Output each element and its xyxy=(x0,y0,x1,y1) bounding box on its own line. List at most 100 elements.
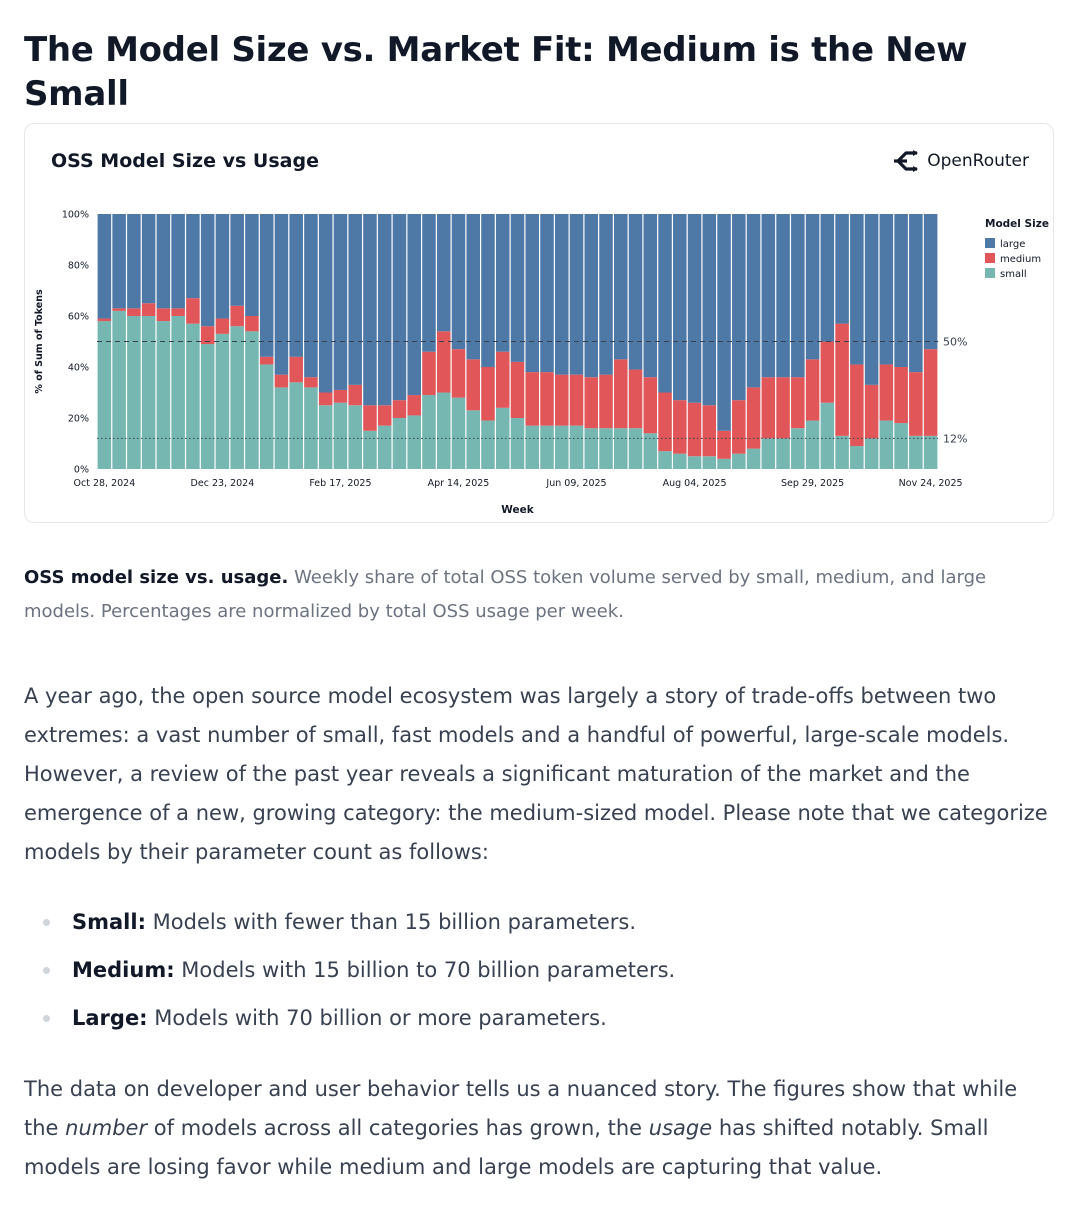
bar-medium xyxy=(879,364,894,421)
bar-medium xyxy=(510,361,525,418)
bar-medium xyxy=(318,392,333,406)
bar-large xyxy=(643,214,658,378)
bar-large xyxy=(850,214,864,365)
bullet-label: Large: xyxy=(72,1006,148,1030)
bullet-dot xyxy=(43,1015,50,1022)
x-axis-label: Week xyxy=(501,504,534,516)
bar-large xyxy=(481,214,495,367)
bar-medium xyxy=(864,384,879,439)
legend-label-medium: medium xyxy=(1000,254,1041,265)
bar-large xyxy=(274,214,289,375)
bar-medium xyxy=(200,326,215,345)
x-tick-label: Feb 17, 2025 xyxy=(309,478,371,489)
bar-medium xyxy=(909,372,923,436)
stacked-bar-chart: 50% 12% 0% 20% 40% 60% 80% 100% Oct 28, 2024 Dec … xyxy=(34,210,1049,517)
bar-large xyxy=(835,214,849,324)
bar-large xyxy=(658,214,672,393)
x-tick-label: Aug 04, 2025 xyxy=(663,478,727,489)
bar-small xyxy=(820,402,835,469)
bar-medium xyxy=(451,349,466,398)
bar-large xyxy=(422,214,436,352)
bar-medium xyxy=(363,405,377,431)
bar-small xyxy=(599,428,613,469)
bar-large xyxy=(127,214,141,309)
bar-large xyxy=(746,214,761,388)
chart-title: OSS Model Size vs Usage xyxy=(51,150,319,172)
openrouter-brand[interactable]: OpenRouter xyxy=(893,150,1029,172)
bar-small xyxy=(909,435,923,469)
paragraph-text: The data on developer and user behavior … xyxy=(24,1077,1018,1140)
bar-small xyxy=(761,438,776,469)
bullet-text: Models with 15 billion to 70 billion par… xyxy=(174,958,676,982)
bar-small xyxy=(112,310,126,469)
bar-medium xyxy=(245,316,259,332)
bar-large xyxy=(702,214,717,406)
bar-large xyxy=(156,214,171,309)
bar-small xyxy=(156,321,171,469)
bar-large xyxy=(304,214,318,378)
bar-medium xyxy=(289,356,303,383)
bar-large xyxy=(540,214,554,373)
bar-medium xyxy=(436,331,451,393)
bar-small xyxy=(436,392,451,469)
bar-medium xyxy=(112,308,126,311)
bar-large xyxy=(363,214,377,406)
bar-large xyxy=(112,214,126,309)
list-item-small: Small: Models with fewer than 15 billion… xyxy=(24,901,1054,949)
legend-label-small: small xyxy=(1000,269,1027,280)
bar-medium xyxy=(230,305,244,327)
bar-small xyxy=(923,435,938,469)
bar-small xyxy=(215,333,230,469)
y-tick-label: 20% xyxy=(68,414,89,425)
bar-small xyxy=(97,321,112,469)
bar-large xyxy=(510,214,525,362)
openrouter-logo-icon xyxy=(894,150,919,172)
bar-large xyxy=(466,214,481,360)
bar-large xyxy=(584,214,599,378)
bar-large xyxy=(687,214,702,403)
bar-small xyxy=(377,425,392,469)
caption-bold: OSS model size vs. usage. xyxy=(24,567,289,588)
bar-small xyxy=(333,402,348,469)
bar-medium xyxy=(481,367,495,421)
bar-small xyxy=(289,382,303,469)
bar-medium xyxy=(732,400,746,454)
bar-large xyxy=(894,214,908,367)
bar-small xyxy=(614,428,628,469)
list-item-medium: Medium: Models with 15 billion to 70 bil… xyxy=(24,949,1054,997)
bar-small xyxy=(746,448,761,469)
bar-medium xyxy=(554,374,569,426)
bar-small xyxy=(495,407,510,469)
bar-small xyxy=(554,425,569,469)
y-axis-label: % of Sum of Tokens xyxy=(34,289,45,394)
bar-medium xyxy=(746,387,761,449)
caption-text: Weekly share of total OSS token volume s… xyxy=(24,567,987,622)
bar-small xyxy=(171,316,185,469)
bar-medium xyxy=(687,402,702,457)
bar-small xyxy=(200,344,215,469)
bar-large xyxy=(569,214,584,375)
bar-large xyxy=(805,214,820,360)
bar-small xyxy=(245,331,259,469)
bar-medium xyxy=(717,430,731,459)
bar-small xyxy=(481,420,495,469)
legend-swatch-medium xyxy=(985,253,995,263)
bar-large xyxy=(776,214,790,378)
bar-medium xyxy=(673,400,687,454)
x-tick-label: Jun 09, 2025 xyxy=(545,478,606,489)
bar-small xyxy=(540,425,554,469)
conclusion-paragraph: The data on developer and user behavior … xyxy=(24,1070,1058,1187)
bar-medium xyxy=(422,351,436,396)
bar-large xyxy=(97,214,112,319)
bar-small xyxy=(702,456,717,469)
bar-small xyxy=(894,423,908,469)
bar-large xyxy=(732,214,746,401)
bar-large xyxy=(599,214,613,375)
bar-large xyxy=(186,214,200,299)
bar-small xyxy=(363,430,377,469)
bar-large xyxy=(525,214,540,373)
x-tick-label: Apr 14, 2025 xyxy=(428,478,490,489)
bar-small xyxy=(658,451,672,469)
bullet-text: Models with 70 billion or more parameter… xyxy=(147,1006,607,1030)
bar-medium xyxy=(835,323,849,436)
